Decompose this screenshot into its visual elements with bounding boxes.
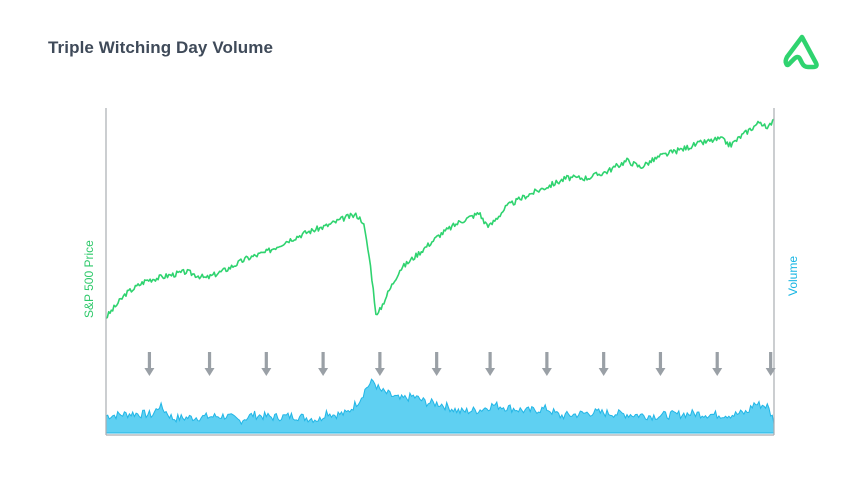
down-arrow-icon bbox=[318, 352, 329, 376]
down-arrow-icon bbox=[261, 352, 272, 376]
down-arrow-icon bbox=[431, 352, 442, 376]
down-arrow-icon bbox=[485, 352, 496, 376]
triangle-logo-icon bbox=[783, 34, 819, 70]
down-arrow-icon bbox=[144, 352, 155, 376]
down-arrow-icon bbox=[712, 352, 723, 376]
down-arrow-icon bbox=[541, 352, 552, 376]
volume-area bbox=[105, 378, 775, 434]
price-line bbox=[105, 118, 775, 320]
chart-title: Triple Witching Day Volume bbox=[48, 38, 274, 57]
down-arrow-icon bbox=[655, 352, 666, 376]
down-arrow-icon bbox=[765, 352, 776, 376]
down-arrow-icon bbox=[204, 352, 215, 376]
down-arrow-icon bbox=[598, 352, 609, 376]
down-arrow-icon bbox=[374, 352, 385, 376]
